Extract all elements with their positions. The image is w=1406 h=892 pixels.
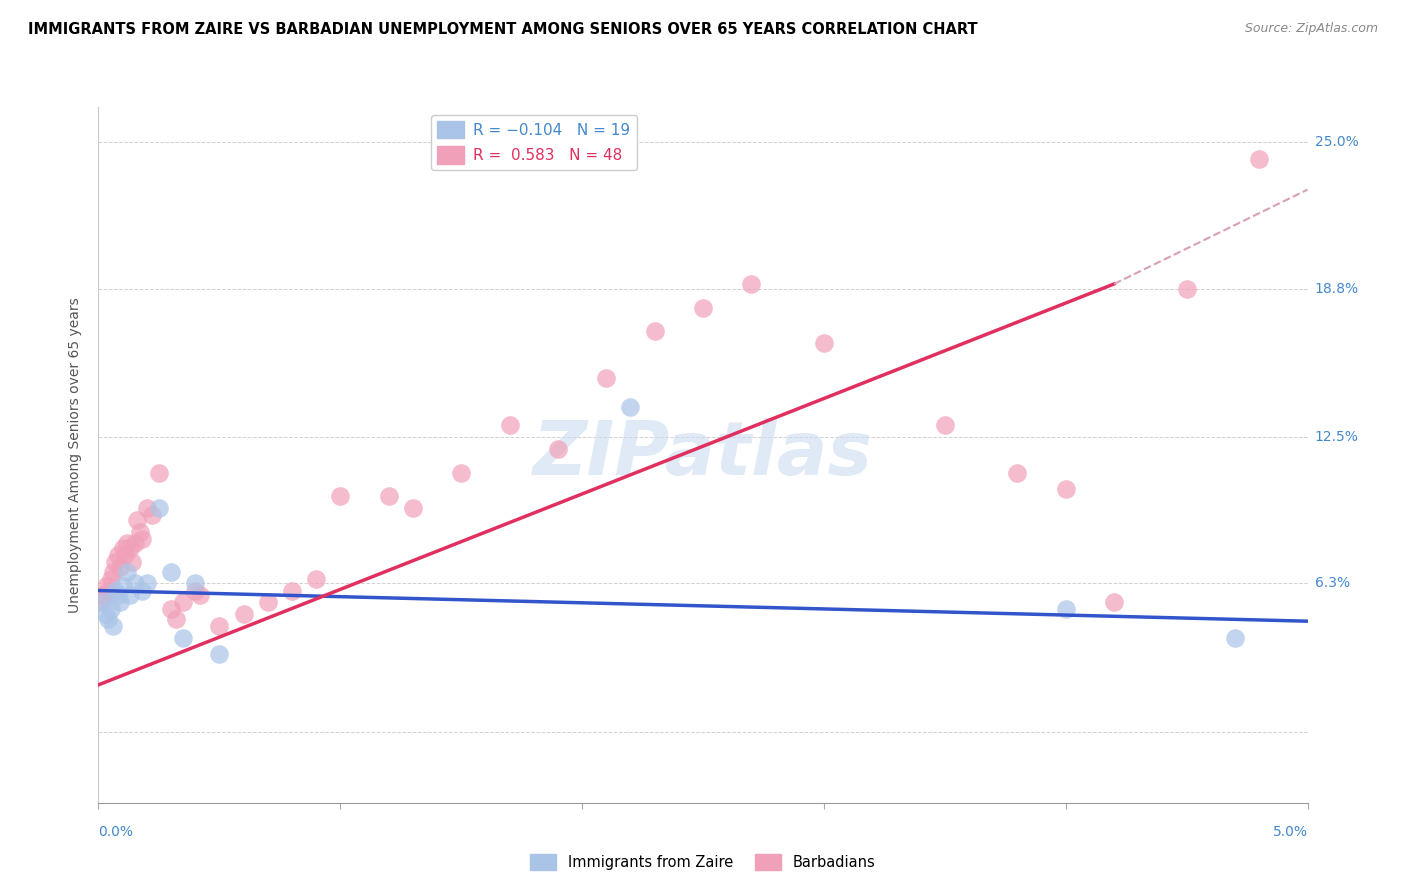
Point [90,595,112,609]
Legend: R = −0.104   N = 19, R =  0.583   N = 48: R = −0.104 N = 19, R = 0.583 N = 48 [430,115,637,169]
Point [114,548,136,562]
Text: Source: ZipAtlas.com: Source: ZipAtlas.com [1244,22,1378,36]
Point [118,541,141,555]
Point [100,602,122,616]
Point [104,583,127,598]
Point [118,588,141,602]
Point [97,583,120,598]
Point [208,647,231,661]
Point [644,324,666,338]
Point [402,500,425,515]
Point [141,508,163,522]
Point [595,371,617,385]
Point [305,572,328,586]
Point [1054,482,1077,496]
Point [329,489,352,503]
Point [117,565,139,579]
Point [108,560,131,574]
Point [128,524,150,539]
Point [692,301,714,315]
Point [91,588,114,602]
Point [100,572,122,586]
Point [1007,466,1029,480]
Point [165,612,187,626]
Point [121,555,143,569]
Point [108,595,131,609]
Point [107,588,129,602]
Point [91,595,114,609]
Y-axis label: Unemployment Among Seniors over 65 years: Unemployment Among Seniors over 65 years [69,297,83,613]
Point [934,418,956,433]
Point [184,583,207,598]
Point [1054,602,1077,616]
Text: 5.0%: 5.0% [1272,825,1308,839]
Point [131,532,153,546]
Point [160,565,183,579]
Point [94,579,117,593]
Point [450,466,472,480]
Text: ZIPatlas: ZIPatlas [533,418,873,491]
Point [107,548,129,562]
Point [172,631,194,645]
Point [111,541,134,555]
Point [135,576,157,591]
Text: 18.8%: 18.8% [1315,282,1358,295]
Point [232,607,254,621]
Point [208,619,231,633]
Point [135,500,157,515]
Point [148,500,170,515]
Text: IMMIGRANTS FROM ZAIRE VS BARBADIAN UNEMPLOYMENT AMONG SENIORS OVER 65 YEARS CORR: IMMIGRANTS FROM ZAIRE VS BARBADIAN UNEMP… [28,22,977,37]
Point [131,583,153,598]
Point [1102,595,1125,609]
Point [124,576,146,591]
Point [188,588,211,602]
Point [1175,282,1198,296]
Text: 6.3%: 6.3% [1315,576,1350,591]
Point [1249,152,1271,166]
Point [498,418,520,433]
Point [619,400,641,414]
Text: 0.0%: 0.0% [98,825,134,839]
Point [740,277,762,291]
Point [148,466,170,480]
Point [160,602,183,616]
Point [547,442,569,456]
Point [377,489,399,503]
Text: 12.5%: 12.5% [1315,430,1358,444]
Point [101,565,124,579]
Point [184,576,207,591]
Point [813,335,835,350]
Point [172,595,194,609]
Point [94,607,117,621]
Point [1223,631,1246,645]
Point [97,612,120,626]
Point [101,619,124,633]
Point [124,536,146,550]
Point [127,513,149,527]
Point [256,595,278,609]
Point [104,555,127,569]
Text: 25.0%: 25.0% [1315,136,1358,150]
Point [111,579,134,593]
Legend: Immigrants from Zaire, Barbadians: Immigrants from Zaire, Barbadians [524,848,882,876]
Point [117,536,139,550]
Point [281,583,304,598]
